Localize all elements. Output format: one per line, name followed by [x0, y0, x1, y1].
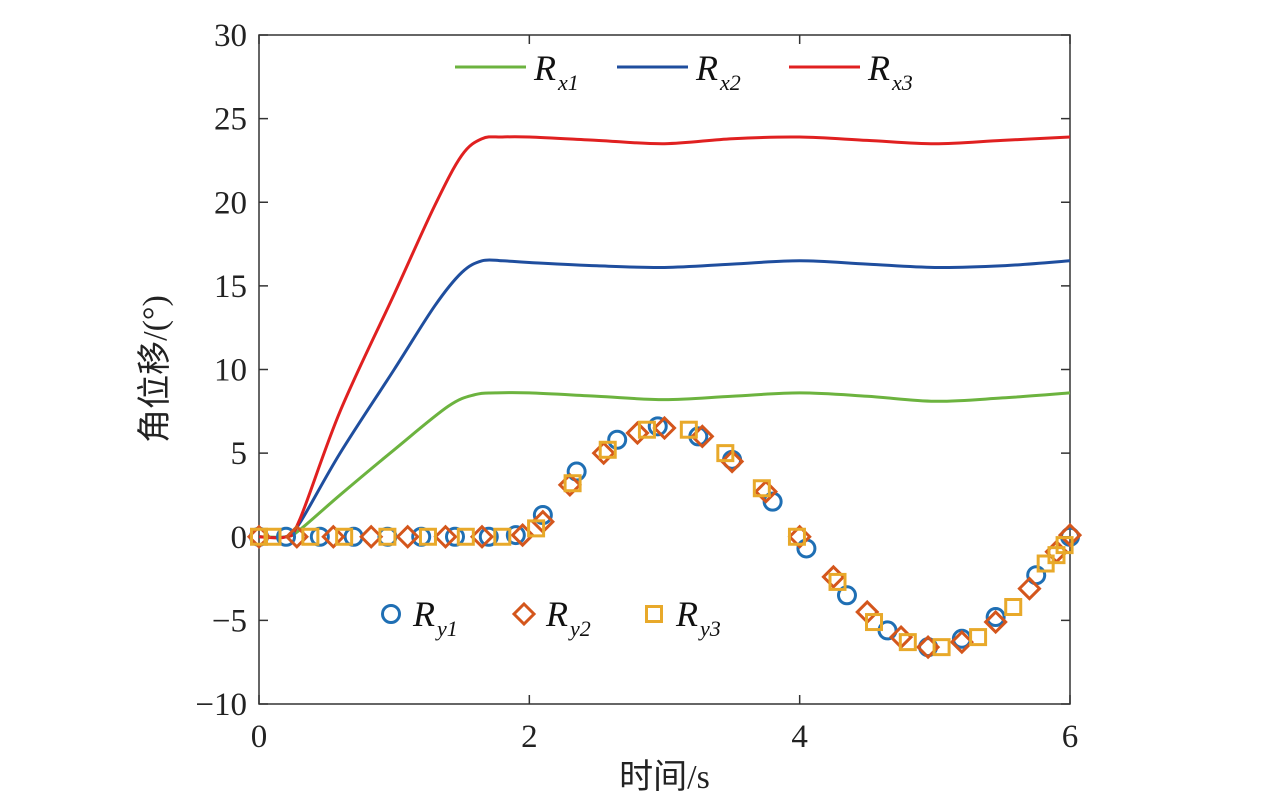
data-point-ry3 [637, 420, 656, 439]
y-tick-label: 25 [214, 102, 247, 138]
x-axis-title: 时间/s [619, 759, 710, 796]
data-point-ry2 [1017, 576, 1042, 601]
data-point-ry3 [898, 633, 917, 652]
y-axis-title: 角位移/(°) [136, 295, 174, 443]
series-markers-ry3 [250, 420, 1074, 657]
data-point-ry2 [557, 472, 583, 498]
legend-label-ry3: Ry3 [675, 594, 721, 641]
data-point-ry3 [828, 572, 847, 591]
data-point-ry2 [753, 479, 778, 504]
data-point-ry2 [469, 524, 495, 549]
y-tick-label: 15 [214, 269, 247, 305]
legend-markers: Ry1 Ry2 Ry3 [381, 594, 721, 641]
data-point-ry2 [1057, 522, 1083, 548]
data-point-ry1 [505, 525, 526, 546]
data-point-ry2 [359, 524, 384, 549]
data-point-ry3 [378, 527, 397, 546]
plot-frame [258, 34, 1071, 705]
series-layer [246, 135, 1083, 660]
x-tick-label: 4 [791, 719, 808, 755]
data-point-ry3 [335, 527, 354, 546]
data-point-ry3 [787, 527, 806, 546]
data-point-ry2 [983, 609, 1008, 635]
data-point-ry1 [444, 526, 465, 547]
data-point-ry1 [478, 526, 499, 547]
legend-lines: Rx1 Rx2 Rx3 [455, 48, 913, 95]
data-point-ry1 [836, 585, 857, 606]
series-markers-ry2 [246, 415, 1083, 660]
data-point-ry3 [1055, 536, 1074, 555]
series-line-rx3 [258, 135, 1071, 540]
legend-label-rx2: Rx2 [695, 48, 741, 95]
series-markers-ry1 [249, 416, 1080, 658]
data-point-ry2 [395, 524, 420, 549]
data-point-ry3 [527, 519, 546, 538]
data-point-ry3 [418, 527, 437, 546]
legend-swatch-ry2 [511, 601, 537, 627]
data-point-ry3 [679, 420, 698, 439]
legend-label-rx1: Rx1 [533, 48, 579, 95]
data-point-ry3 [865, 613, 884, 632]
y-tick-label: 30 [214, 18, 247, 54]
data-point-ry2 [433, 524, 458, 549]
x-tick-label: 0 [251, 719, 268, 755]
data-point-ry1 [309, 526, 330, 547]
data-point-ry2 [719, 449, 745, 474]
data-point-ry1 [276, 526, 297, 547]
data-point-ry3 [456, 527, 475, 546]
data-point-ry2 [949, 629, 974, 655]
y-tick-label: −10 [195, 687, 247, 723]
data-point-ry1 [647, 416, 668, 437]
y-tick-label: 5 [231, 436, 248, 472]
data-point-ry3 [716, 444, 735, 463]
data-point-ry2 [787, 524, 812, 549]
data-point-ry2 [821, 564, 846, 590]
data-point-ry2 [625, 420, 650, 446]
legend-swatch-ry1 [381, 604, 401, 624]
y-tick-label: −5 [212, 603, 247, 639]
data-point-ry3 [493, 527, 512, 546]
series-line-rx2 [258, 258, 1071, 540]
data-point-ry1 [796, 538, 817, 559]
data-point-ry1 [985, 607, 1006, 628]
y-tick-label: 20 [214, 185, 247, 221]
x-tick-label: 6 [1062, 719, 1079, 755]
data-point-ry3 [969, 628, 988, 647]
data-point-ry2 [591, 441, 616, 466]
data-point-ry3 [1004, 597, 1023, 616]
legend-swatch-ry3 [645, 605, 663, 623]
data-point-ry1 [607, 429, 628, 450]
series-line-rx1 [258, 391, 1071, 539]
data-point-ry3 [563, 474, 582, 493]
data-point-ry2 [652, 415, 677, 441]
y-tick-label: 0 [231, 520, 248, 556]
ticks-layer: −10 −5 0 5 10 15 20 25 30 0 2 4 6 [195, 18, 1078, 755]
data-point-ry3 [263, 527, 282, 546]
data-point-ry3 [598, 440, 617, 459]
legend-label-ry1: Ry1 [412, 594, 458, 641]
data-point-ry2 [321, 524, 346, 549]
legend-label-rx3: Rx3 [867, 48, 913, 95]
data-point-ry3 [301, 527, 320, 546]
data-point-ry3 [932, 638, 951, 657]
data-point-ry3 [752, 479, 771, 498]
x-tick-label: 2 [521, 719, 538, 755]
y-tick-label: 10 [214, 353, 247, 389]
legend-label-ry2: Ry2 [545, 594, 591, 641]
